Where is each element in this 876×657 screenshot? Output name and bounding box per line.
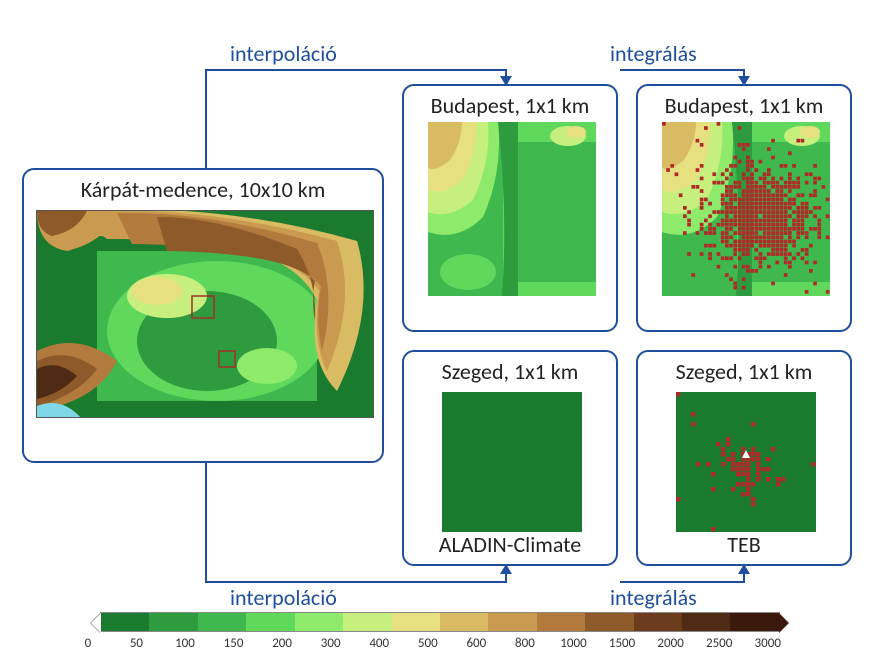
map-budapest-aladin [428, 122, 596, 296]
label-interpolation-bottom: interpoláció [230, 584, 337, 611]
elevation-colorbar: 0501001502003004005006008001000150020002… [100, 612, 780, 651]
panel-szeged-aladin: Szeged, 1x1 km ALADIN-Climate [402, 350, 618, 566]
map-carpathian [36, 210, 374, 418]
label-integration-top: integrálás [610, 40, 697, 67]
panel-title: Szeged, 1x1 km [404, 358, 616, 385]
panel-carpathian-basin: Kárpát-medence, 10x10 km [22, 168, 384, 463]
panel-szeged-teb: Szeged, 1x1 km TEB [636, 350, 852, 566]
panel-budapest-aladin: Budapest, 1x1 km ALADIN-Climate [402, 84, 618, 332]
panel-title: Budapest, 1x1 km [404, 92, 616, 119]
panel-title: Szeged, 1x1 km [638, 358, 850, 385]
map-szeged-teb [676, 392, 816, 532]
map-szeged-aladin [442, 392, 582, 532]
panel-budapest-teb: Budapest, 1x1 km TEB [636, 84, 852, 332]
colorbar-segments [100, 612, 780, 632]
label-interpolation-top: interpoláció [230, 40, 337, 67]
panel-subtitle: TEB [638, 531, 850, 558]
panel-title: Budapest, 1x1 km [638, 92, 850, 119]
colorbar-ticks: 0501001502003004005006008001000150020002… [64, 636, 793, 651]
panel-subtitle: ALADIN-Climate [404, 531, 616, 558]
label-integration-bottom: integrálás [610, 584, 697, 611]
panel-title: Kárpát-medence, 10x10 km [24, 176, 382, 203]
map-budapest-teb [662, 122, 830, 296]
